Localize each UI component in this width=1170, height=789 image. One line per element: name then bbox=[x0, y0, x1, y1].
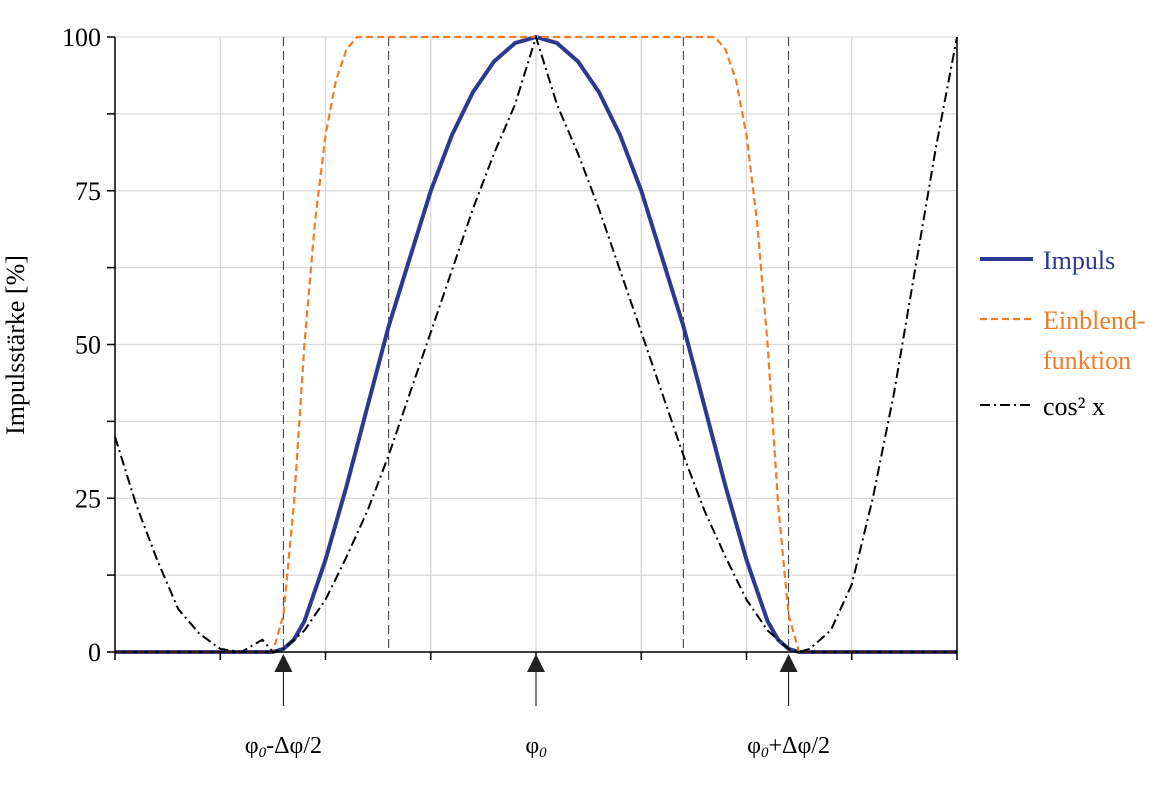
marker-label: φ0 bbox=[525, 733, 547, 761]
legend-label: funktion bbox=[1043, 346, 1131, 375]
marker-arrow bbox=[274, 654, 293, 672]
legend-label: Einblend- bbox=[1043, 306, 1146, 335]
series-group bbox=[114, 35, 958, 654]
y-tick-label: 75 bbox=[75, 177, 101, 206]
boundary-lines bbox=[282, 37, 790, 652]
y-tick-label: 50 bbox=[75, 331, 101, 360]
axes bbox=[107, 36, 958, 660]
marker-arrow bbox=[527, 654, 545, 672]
y-tick-label: 0 bbox=[88, 638, 101, 667]
y-axis-title: Impulsstärke [%] bbox=[1, 255, 30, 435]
grid-lines bbox=[114, 36, 958, 653]
legend-label: Impuls bbox=[1043, 246, 1115, 275]
marker-label: φ0+Δφ/2 bbox=[747, 733, 830, 761]
x-markers: φ0-Δφ/2 φ0 φ0+Δφ/2 bbox=[245, 654, 830, 761]
y-tick-label: 100 bbox=[62, 23, 101, 52]
legend-label: cos² x bbox=[1043, 392, 1105, 421]
y-tick-labels: 0 25 50 75 100 bbox=[62, 23, 101, 667]
marker-arrow bbox=[779, 654, 798, 672]
y-tick-label: 25 bbox=[75, 484, 101, 513]
marker-label: φ0-Δφ/2 bbox=[245, 733, 322, 761]
legend: Impuls Einblend-funktion cos² x bbox=[980, 246, 1146, 421]
series-line-cos2 bbox=[114, 36, 958, 653]
